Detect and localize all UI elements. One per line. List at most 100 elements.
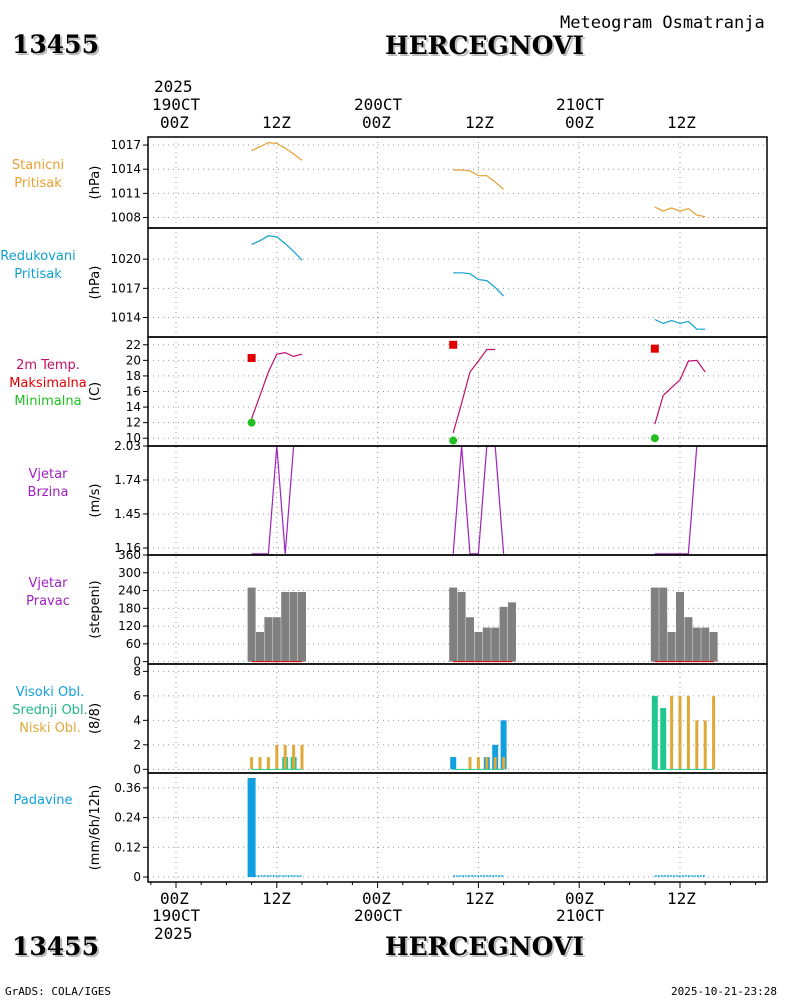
panel-label-line: Pritisak xyxy=(14,267,62,282)
y-tick-label: 300 xyxy=(118,566,141,580)
panel-label-line: Brzina xyxy=(27,485,69,500)
wind-direction-bar xyxy=(272,617,281,662)
footer-station-id: 13455 xyxy=(12,932,99,961)
top-hour-label: 12Z xyxy=(262,113,291,132)
wind-direction-bar xyxy=(676,592,684,662)
y-tick-label: 120 xyxy=(118,619,141,633)
station-name: HERCEGNOVI xyxy=(385,31,585,60)
wind-direction-bar xyxy=(264,617,273,662)
bottom-hour-label: 12Z xyxy=(465,889,494,908)
cloud-bar xyxy=(266,757,270,770)
y-tick-label: 1.74 xyxy=(114,473,141,487)
y-tick-label: 10 xyxy=(126,431,141,445)
wind-direction-bar xyxy=(457,592,466,662)
y-tick-label: 0 xyxy=(133,870,141,884)
wind-direction-bar xyxy=(659,587,668,662)
y-tick-label: 240 xyxy=(118,584,141,598)
panel-frame xyxy=(147,227,768,338)
wind-direction-bar xyxy=(449,587,458,662)
wind-direction-bar xyxy=(289,592,298,662)
series-line xyxy=(251,141,303,161)
y-tick-label: 22 xyxy=(126,338,141,352)
top-day-label: 190CT xyxy=(152,95,201,114)
y-tick-label: 0 xyxy=(133,762,141,776)
panel-label-line: Vjetar xyxy=(28,576,68,591)
series-line xyxy=(452,348,496,433)
cloud-bar xyxy=(678,695,682,770)
wind-direction-bar xyxy=(466,617,474,662)
panel-label-line: Pravac xyxy=(26,594,70,609)
y-tick-label: 1017 xyxy=(110,138,141,152)
panel-label-precip: Padavine xyxy=(0,792,86,810)
y-tick-label: 8 xyxy=(133,664,141,678)
station-id: 13455 xyxy=(12,30,99,59)
panel-label-line: Srednji Obl. xyxy=(12,703,88,718)
top-year-label: 2025 xyxy=(154,77,193,96)
cloud-bar xyxy=(712,695,716,770)
cloud-bar xyxy=(476,757,480,770)
bottom-hour-label: 12Z xyxy=(667,889,696,908)
y-tick-label: 20 xyxy=(126,353,141,367)
bottom-hour-label: 00Z xyxy=(362,889,391,908)
panel-frame xyxy=(147,136,768,229)
wind-direction-bar xyxy=(508,602,516,662)
tmax-marker xyxy=(449,340,458,349)
cloud-bar xyxy=(502,757,506,770)
y-tick-label: 1020 xyxy=(110,252,141,266)
y-tick-label: 14 xyxy=(126,400,141,414)
top-hour-label: 12Z xyxy=(465,113,494,132)
y-tick-label: 0.36 xyxy=(114,781,141,795)
panel-label-wind-dir: Vjetar Pravac xyxy=(0,575,96,611)
y-tick-label: 360 xyxy=(118,548,141,562)
cloud-bar xyxy=(660,708,667,770)
cloud-bar xyxy=(292,744,296,770)
series-line xyxy=(654,359,706,425)
y-axis-label: (hPa) xyxy=(88,266,103,300)
top-hour-label: 00Z xyxy=(160,113,189,132)
tmax-marker xyxy=(650,344,659,353)
cloud-bar xyxy=(500,720,507,770)
panel-label-temp: 2m Temp. Maksimalna Minimalna xyxy=(0,357,96,411)
cloud-bar xyxy=(703,720,707,770)
wind-direction-bar xyxy=(247,587,256,662)
cloud-bar xyxy=(670,695,674,770)
bottom-hour-label: 12Z xyxy=(262,889,291,908)
series-line xyxy=(251,235,303,261)
series-line xyxy=(453,272,505,297)
y-axis-label: (stepeni) xyxy=(88,580,103,638)
series-line xyxy=(654,318,706,330)
panel-label-line: Padavine xyxy=(13,793,73,808)
cloud-bar xyxy=(695,720,699,770)
y-tick-label: 0.24 xyxy=(114,811,141,825)
y-tick-label: 0 xyxy=(133,655,141,669)
panel-label-line: Stanicni xyxy=(11,158,65,173)
tmin-marker xyxy=(247,418,256,427)
y-tick-label: 2.03 xyxy=(114,439,141,453)
wind-direction-bar xyxy=(298,592,306,662)
cloud-bar xyxy=(258,757,262,770)
cloud-bar xyxy=(485,757,489,770)
product-title: Meteogram Osmatranja xyxy=(560,13,765,33)
wind-direction-bar xyxy=(692,627,701,662)
panel-label-line: Visoki Obl. xyxy=(15,685,85,700)
y-tick-label: 1014 xyxy=(110,311,141,325)
cloud-bar xyxy=(283,744,287,770)
panel-label-redukovani: Redukovani Pritisak xyxy=(0,248,76,284)
cloud-bar xyxy=(468,757,472,770)
top-day-label: 210CT xyxy=(556,95,605,114)
panel-label-line: Maksimalna xyxy=(9,376,87,391)
panel-frame xyxy=(147,772,768,883)
y-axis-label: (m/s) xyxy=(88,484,103,518)
cloud-bar xyxy=(275,744,279,770)
tmin-marker xyxy=(650,434,659,443)
wind-direction-bar xyxy=(684,617,693,662)
y-tick-label: 60 xyxy=(126,637,141,651)
wind-direction-bar xyxy=(256,632,264,662)
wind-direction-bar xyxy=(709,632,718,662)
wind-direction-bar xyxy=(482,627,491,662)
series-line xyxy=(654,206,706,218)
top-hour-label: 00Z xyxy=(362,113,391,132)
panel-label-stanicni: Stanicni Pritisak xyxy=(0,157,76,193)
cloud-bar xyxy=(250,757,254,770)
